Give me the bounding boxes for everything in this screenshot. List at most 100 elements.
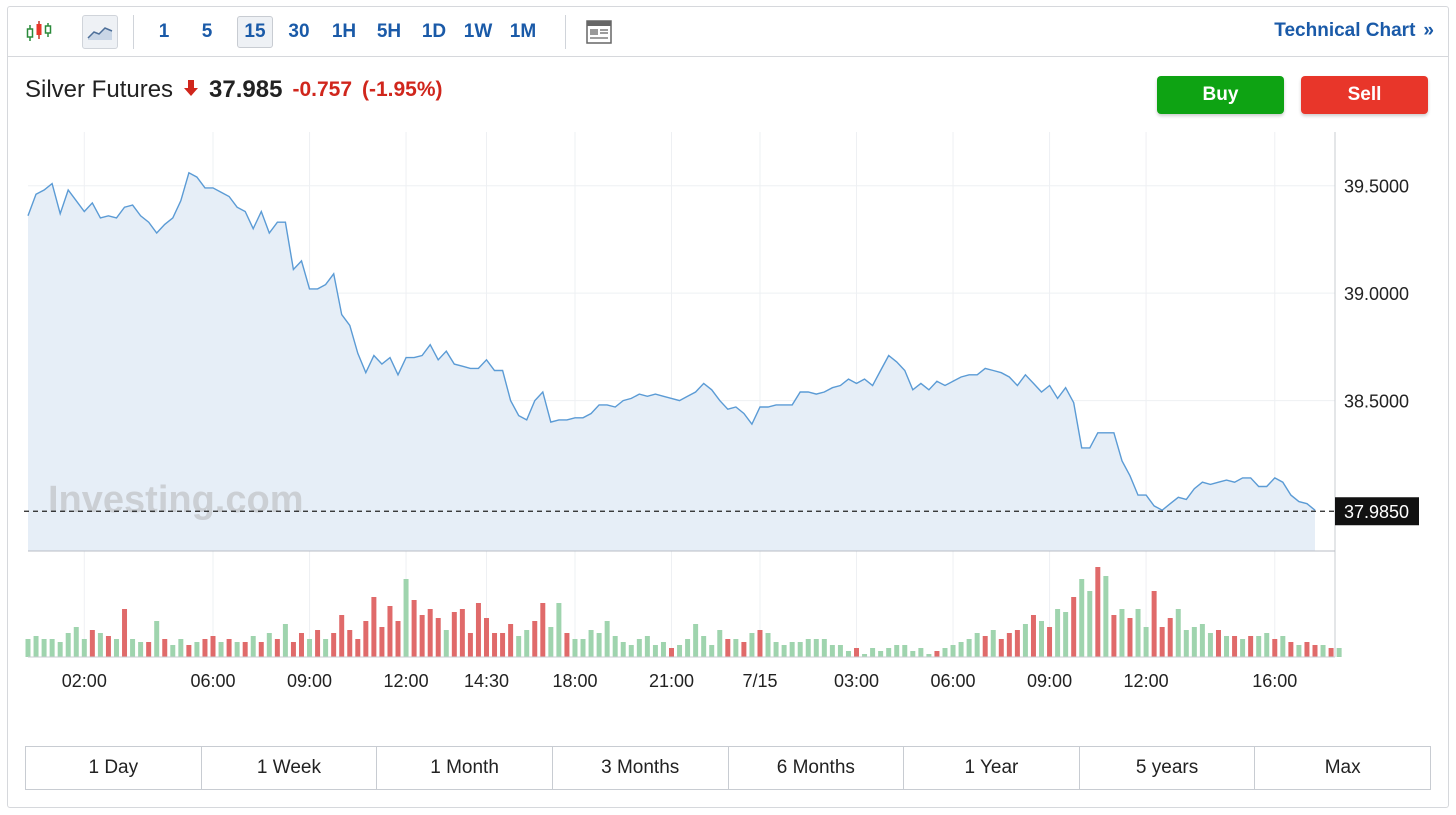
range-1-month[interactable]: 1 Month [377,747,553,789]
volume-bar [1127,618,1133,657]
sell-button[interactable]: Sell [1301,76,1428,114]
price-chart[interactable]: 39.5000 39.0000 38.5000 Investing.com 37.985… [8,7,1448,737]
volume-bar [1055,609,1061,657]
volume-bar [934,651,940,657]
volume-bar [1079,579,1085,657]
volume-bar [749,633,755,657]
interval-1d[interactable]: 1D [421,21,447,42]
volume-bar [918,648,924,657]
volume-bar [765,633,771,657]
volume-bar [387,606,393,657]
x-tick-label: 7/15 [742,671,777,691]
volume-bar [580,639,586,657]
volume-bar [1207,633,1213,657]
range-5-years[interactable]: 5 years [1080,747,1256,789]
volume-bar [628,645,634,657]
interval-5[interactable]: 5 [201,21,213,42]
x-tick-label: 14:30 [464,671,509,691]
volume-bar [250,636,256,657]
volume-bar [403,579,409,657]
news-icon[interactable] [584,15,614,49]
volume-bar [443,630,449,657]
interval-30[interactable]: 30 [288,21,310,42]
volume-bar [1119,609,1125,657]
volume-bar [612,636,618,657]
instrument-name: Silver Futures [25,76,174,103]
volume-bar [693,624,699,657]
volume-bar [1328,648,1334,657]
volume-bar [210,636,216,657]
volume-bar [89,630,95,657]
volume-bar [162,639,168,657]
x-tick-label: 12:00 [384,671,429,691]
x-tick-label: 06:00 [190,671,235,691]
volume-bar [1248,636,1254,657]
volume-bar [524,630,530,657]
volume-bar [1167,618,1173,657]
volume-bar [797,642,803,657]
range-1-week[interactable]: 1 Week [202,747,378,789]
range-max[interactable]: Max [1324,757,1361,778]
volume-bar [701,636,707,657]
volume-bar [805,639,811,657]
volume-bar [1264,633,1270,657]
volume-bar [1030,615,1036,657]
buy-button[interactable]: Buy [1157,76,1284,114]
volume-bar [202,639,208,657]
volume-bar [588,630,594,657]
interval-15[interactable]: 15 [237,16,273,48]
volume-bar [65,633,71,657]
volume-bar [1191,627,1197,657]
volume-bar [829,645,835,657]
toolbar-divider [133,15,134,49]
range-1-year[interactable]: 1 Year [904,747,1080,789]
interval-1w[interactable]: 1W [463,21,493,42]
volume-bar [355,639,361,657]
volume-bar [1199,624,1205,657]
chevron-right-icon: » [1423,20,1434,41]
volume-bar [564,633,570,657]
x-tick-label: 18:00 [552,671,597,691]
volume-bar [636,639,642,657]
volume-bar [218,642,224,657]
volume-bar [258,642,264,657]
volume-bar [717,630,723,657]
price-change-percent: (-1.95%) [362,78,443,101]
volume-bar [652,645,658,657]
price-change: -0.757 [292,78,352,101]
volume-bar [331,633,337,657]
volume-bar [596,633,602,657]
volume-bar [870,648,876,657]
interval-1m[interactable]: 1M [509,21,537,42]
volume-bar [1063,612,1069,657]
volume-bar [242,642,248,657]
range-3-months[interactable]: 3 Months [553,747,729,789]
volume-bar [266,633,272,657]
volume-bar [1215,630,1221,657]
interval-1h[interactable]: 1H [331,21,357,42]
volume-bar [1111,615,1117,657]
volume-bar [1047,627,1053,657]
volume-bar [105,636,111,657]
volume-bar [910,651,916,657]
range-6-months[interactable]: 6 Months [729,747,905,789]
interval-1[interactable]: 1 [158,21,170,42]
technical-chart-link[interactable]: Technical Chart » [1274,20,1434,42]
volume-bar [966,639,972,657]
current-price-badge [1335,497,1419,526]
interval-5h[interactable]: 5H [376,21,402,42]
volume-bar [725,639,731,657]
line-chart-icon[interactable] [82,15,118,49]
volume-bar [49,639,55,657]
volume-bar [130,639,136,657]
volume-bar [395,621,401,657]
instrument-header: Silver Futures 37.985 -0.757 (-1.95%) [25,75,443,105]
volume-bar [1006,633,1012,657]
range-1-day[interactable]: 1 Day [26,747,202,789]
volume-bar [282,624,288,657]
volume-bar [1272,639,1278,657]
volume-bar [982,636,988,657]
volume-bar [315,630,321,657]
candlestick-icon[interactable] [22,15,56,49]
volume-bar [25,639,31,657]
